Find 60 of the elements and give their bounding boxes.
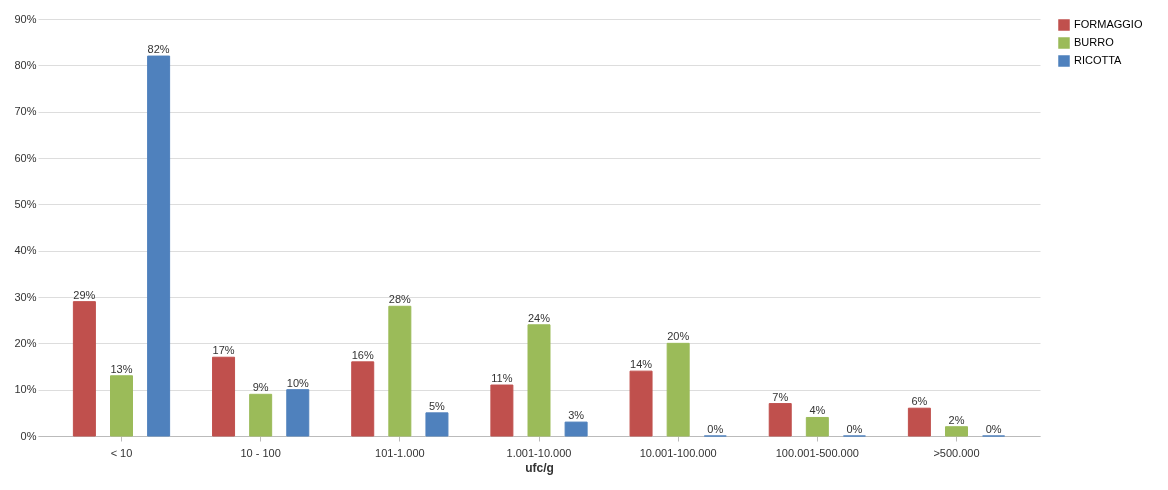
data-label: 6%: [911, 395, 928, 408]
y-tick-label: 20%: [14, 336, 37, 349]
data-label: 28%: [388, 293, 412, 306]
bar: [666, 342, 690, 437]
data-label: 2%: [948, 413, 965, 426]
x-axis-title: ufc/g: [525, 460, 554, 475]
y-tick-label: 90%: [14, 12, 37, 25]
bar: [629, 370, 653, 437]
y-tick-label: 70%: [14, 105, 37, 118]
bar: [564, 421, 588, 437]
x-tick-label: 101-1.000: [375, 446, 425, 459]
bar: [72, 301, 96, 437]
x-tick-label: 10 - 100: [240, 446, 281, 459]
x-tick-label: 100.001-500.000: [775, 446, 859, 459]
data-label: 17%: [212, 344, 235, 357]
y-tick-label: 60%: [14, 151, 37, 164]
data-label: 24%: [527, 311, 551, 324]
data-label: 82%: [147, 43, 170, 56]
bar: [425, 412, 449, 437]
x-tick-label: 1.001-10.000: [506, 446, 572, 459]
data-label: 0%: [985, 423, 1002, 435]
data-label: 3%: [568, 409, 585, 422]
data-label: 9%: [252, 381, 269, 394]
data-label: 10%: [286, 376, 309, 389]
data-label: 4%: [809, 404, 826, 417]
x-tick-label: >500.000: [933, 446, 980, 459]
bar: [768, 403, 792, 437]
y-tick-label: 0%: [20, 429, 37, 442]
y-tick-label: 50%: [14, 197, 37, 210]
bar: [110, 375, 133, 437]
data-label: 20%: [667, 330, 690, 343]
y-tick-label: 80%: [14, 58, 37, 71]
legend-label: BURRO: [1074, 36, 1115, 48]
data-label: 13%: [110, 362, 133, 375]
bar: [286, 389, 310, 437]
bar: [147, 55, 171, 437]
bar: [490, 384, 514, 437]
bar: [388, 305, 412, 437]
bar: [351, 361, 375, 437]
bar: [249, 393, 273, 437]
x-tick-label: < 10: [110, 446, 133, 459]
data-label: 5%: [428, 399, 446, 412]
bar: [805, 416, 829, 437]
bar: [212, 356, 236, 437]
y-tick-label: 30%: [14, 290, 37, 303]
data-label: 0%: [707, 423, 724, 435]
data-label: 16%: [351, 348, 374, 361]
bar: [945, 426, 968, 437]
bar: [907, 407, 931, 437]
data-label: 7%: [772, 390, 789, 403]
bar: [527, 324, 551, 437]
x-tick-label: 10.001-100.000: [639, 446, 717, 459]
y-tick-label: 40%: [14, 244, 37, 257]
data-label: 11%: [491, 372, 513, 385]
data-label: 0%: [846, 423, 863, 435]
legend-label: FORMAGGIO: [1074, 18, 1143, 30]
legend-label: RICOTTA: [1074, 54, 1123, 66]
y-tick-label: 10%: [14, 383, 37, 396]
data-label: 14%: [630, 358, 653, 371]
data-label: 29%: [73, 288, 96, 301]
